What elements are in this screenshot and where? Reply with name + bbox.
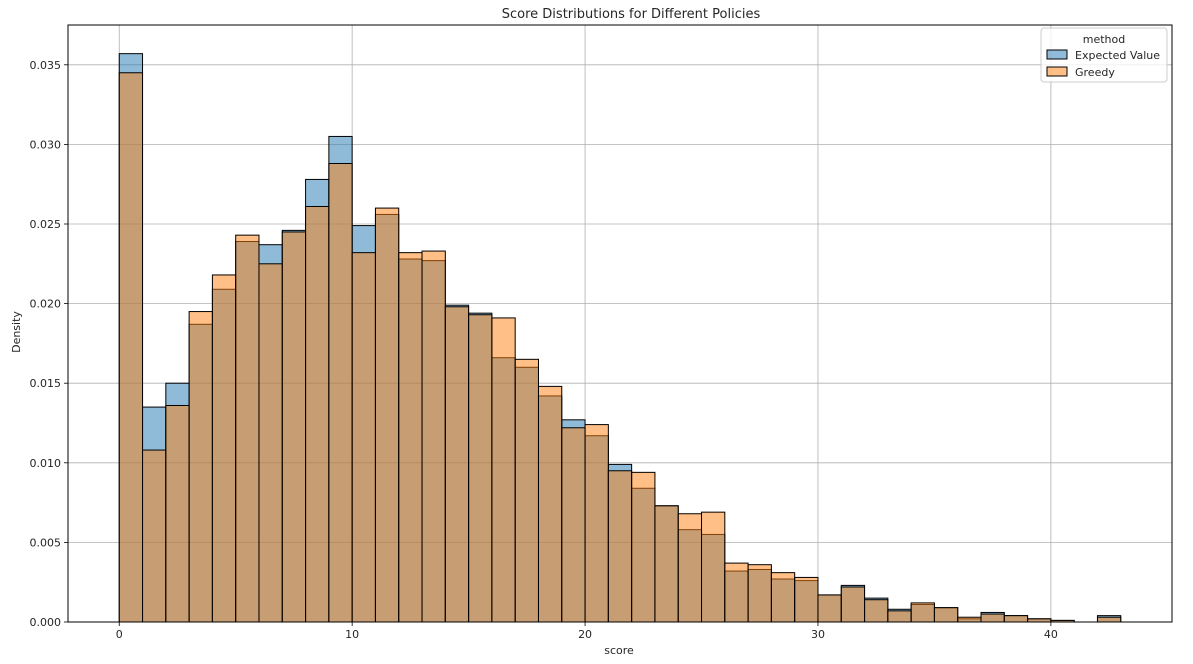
- bar-greedy-14: [444, 306, 470, 623]
- x-axis-label: score: [604, 644, 634, 657]
- legend-label-greedy: Greedy: [1075, 66, 1115, 79]
- bar-greedy-13: [421, 250, 446, 623]
- bar-greedy-36: [957, 616, 982, 623]
- legend-box: [1040, 27, 1168, 83]
- bar-greedy-24: [677, 513, 703, 623]
- bar-greedy-29: [794, 576, 819, 623]
- y-axis-label: Density: [10, 311, 23, 353]
- plot-frame: [67, 24, 1173, 623]
- bar-greedy-8: [305, 205, 330, 623]
- x-tick-label-0: 0: [116, 628, 123, 641]
- legend: method Expected Value Greedy: [1040, 27, 1168, 83]
- bar-greedy-1: [142, 449, 167, 623]
- chart-title: Score Distributions for Different Polici…: [502, 7, 761, 22]
- bar-greedy-28: [770, 572, 796, 623]
- x-tick-label-1: 10: [345, 628, 359, 641]
- bar-greedy-22: [631, 471, 656, 623]
- bar-greedy-27: [747, 564, 772, 623]
- y-tick-label-3: 0.015: [30, 377, 62, 390]
- bar-greedy-12: [398, 252, 423, 623]
- bar-greedy-6: [258, 263, 283, 623]
- bar-greedy-30: [817, 594, 842, 623]
- bar-greedy-4: [211, 274, 237, 623]
- legend-label-expected-value: Expected Value: [1075, 49, 1160, 62]
- y-tick-label-0: 0.000: [30, 616, 62, 629]
- y-tick-label-6: 0.030: [30, 138, 62, 151]
- y-tick-label-5: 0.025: [30, 218, 62, 231]
- bar-greedy-17: [514, 358, 539, 623]
- legend-title: method: [1083, 33, 1125, 46]
- bar-greedy-34: [910, 602, 935, 623]
- legend-swatch-expected-value: [1046, 49, 1068, 60]
- bar-greedy-38: [1003, 615, 1029, 623]
- x-tick-label-2: 20: [578, 628, 592, 641]
- x-axis-ticks: 0 10 20 30 40: [116, 622, 1058, 641]
- y-tick-label-1: 0.005: [30, 536, 62, 549]
- y-tick-label-2: 0.010: [30, 457, 62, 470]
- bar-greedy-11: [374, 207, 400, 623]
- bar-greedy-18: [537, 385, 563, 623]
- bar-greedy-23: [654, 505, 679, 623]
- bar-greedy-21: [607, 470, 633, 623]
- bar-greedy-5: [235, 234, 260, 623]
- bar-greedy-10: [351, 252, 376, 623]
- bar-greedy-31: [840, 586, 866, 623]
- legend-swatch-greedy: [1046, 66, 1068, 77]
- bar-greedy-26: [724, 562, 749, 623]
- bar-greedy-3: [188, 311, 213, 623]
- bar-greedy-20: [584, 424, 609, 623]
- bar-greedy-35: [933, 607, 959, 623]
- bar-greedy-32: [864, 599, 889, 623]
- series-greedy: [118, 72, 1122, 623]
- x-tick-label-4: 40: [1044, 628, 1058, 641]
- y-axis-ticks: 0.000 0.005 0.010 0.015 0.020 0.025 0.030 0.035: [30, 59, 68, 629]
- bar-greedy-0: [118, 72, 144, 623]
- bar-greedy-7: [281, 231, 307, 623]
- x-tick-label-3: 30: [811, 628, 825, 641]
- bar-greedy-15: [468, 314, 493, 623]
- bar-greedy-42: [1096, 616, 1122, 623]
- bar-greedy-19: [561, 427, 586, 623]
- bar-greedy-2: [165, 404, 190, 623]
- y-tick-label-7: 0.035: [30, 59, 62, 72]
- bar-greedy-9: [328, 163, 353, 623]
- bar-greedy-33: [887, 610, 912, 623]
- bar-greedy-37: [980, 613, 1005, 623]
- y-tick-label-4: 0.020: [30, 298, 62, 311]
- bar-greedy-25: [701, 511, 726, 623]
- bar-greedy-16: [491, 317, 516, 623]
